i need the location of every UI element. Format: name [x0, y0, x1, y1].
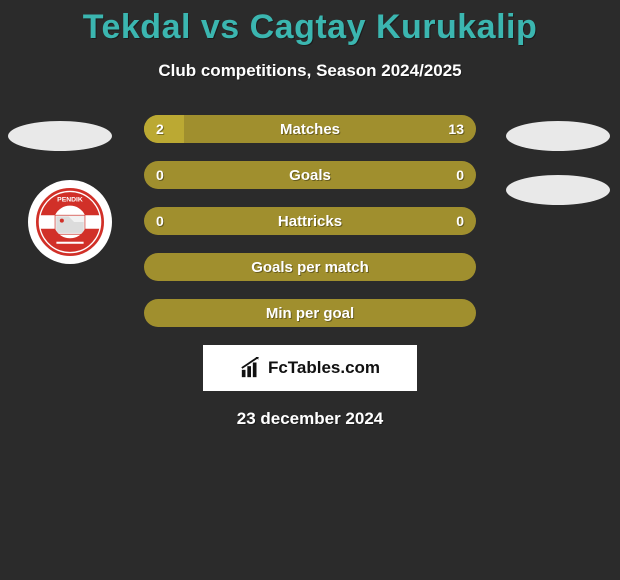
stat-left-value: 0	[156, 167, 164, 183]
stat-left-value: 2	[156, 121, 164, 137]
stat-left-value: 0	[156, 213, 164, 229]
stat-bar: 0 Goals 0	[144, 161, 476, 189]
svg-text:PENDIK: PENDIK	[57, 197, 83, 204]
stat-label: Matches	[280, 121, 340, 138]
player1-club-badge: PENDIK	[28, 180, 112, 264]
stat-label: Hattricks	[278, 213, 342, 230]
player1-photo-placeholder	[8, 121, 112, 151]
stat-label: Goals	[289, 167, 331, 184]
page-title: Tekdal vs Cagtay Kurukalip	[0, 0, 620, 47]
stat-bar: 2 Matches 13	[144, 115, 476, 143]
generated-date: 23 december 2024	[0, 409, 620, 429]
stat-label: Goals per match	[251, 259, 369, 276]
subtitle: Club competitions, Season 2024/2025	[0, 61, 620, 81]
stat-bar: Min per goal	[144, 299, 476, 327]
stat-right-value: 0	[456, 213, 464, 229]
stat-bar: 0 Hattricks 0	[144, 207, 476, 235]
brand-text: FcTables.com	[268, 358, 380, 378]
player2-photo-placeholder	[506, 121, 610, 151]
stat-label: Min per goal	[266, 305, 354, 322]
player2-club-placeholder	[506, 175, 610, 205]
club-logo-icon: PENDIK	[36, 188, 104, 256]
brand-chart-icon	[240, 357, 262, 379]
stat-right-value: 13	[448, 121, 464, 137]
brand-box: FcTables.com	[203, 345, 417, 391]
stat-right-value: 0	[456, 167, 464, 183]
stat-bar: Goals per match	[144, 253, 476, 281]
